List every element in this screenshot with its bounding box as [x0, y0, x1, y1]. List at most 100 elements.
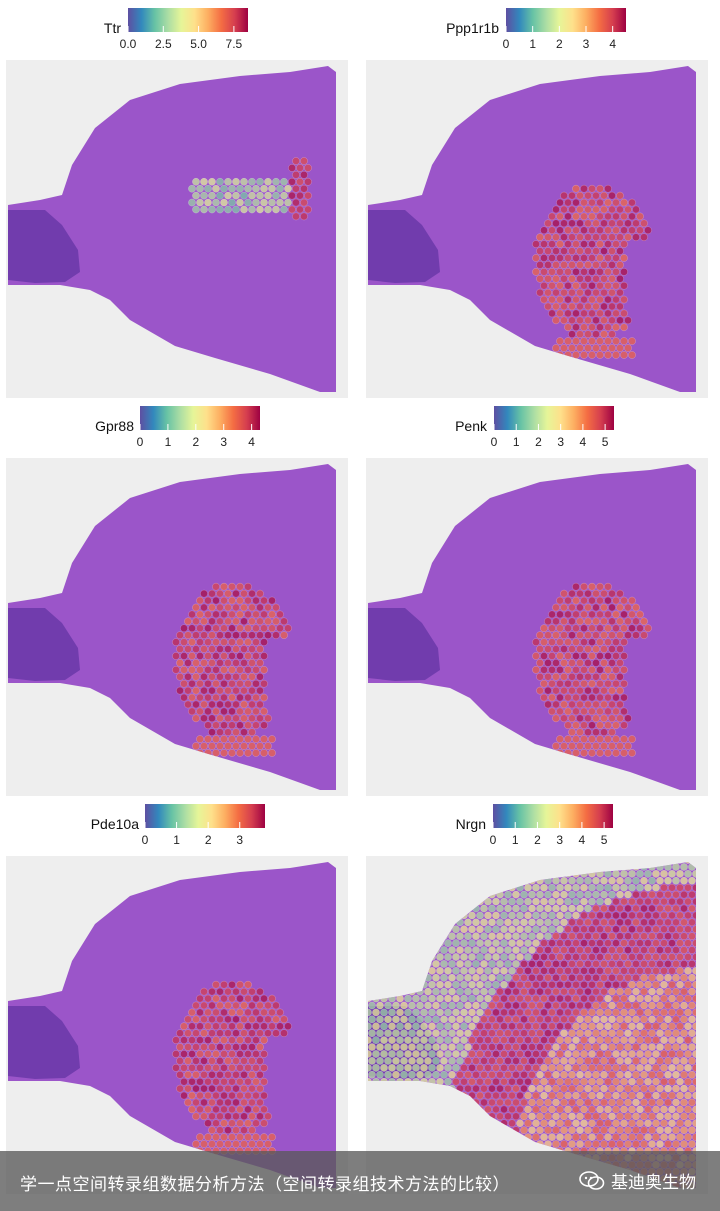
spot: [584, 987, 592, 996]
spot: [652, 1036, 660, 1044]
spot: [592, 672, 600, 681]
spot: [584, 1140, 592, 1148]
spot: [632, 932, 640, 941]
spot: [572, 226, 580, 235]
spot: [548, 610, 556, 619]
spot: [216, 603, 224, 612]
spot: [688, 1057, 696, 1065]
spot: [172, 1050, 180, 1058]
spot: [684, 939, 692, 947]
spot: [504, 1015, 512, 1024]
spot: [280, 177, 288, 186]
spot: [572, 1063, 580, 1072]
spot: [600, 960, 608, 968]
spot: [224, 1001, 232, 1010]
spot: [600, 288, 608, 297]
spot: [292, 198, 300, 207]
spot: [680, 1112, 688, 1121]
spot: [576, 205, 584, 214]
spot: [452, 1050, 460, 1058]
spot: [536, 1001, 544, 1010]
spot: [568, 742, 576, 750]
spot: [568, 274, 576, 283]
spot: [536, 1112, 544, 1121]
spot: [560, 890, 568, 899]
spot: [304, 164, 312, 172]
spot: [496, 1084, 504, 1093]
spot: [276, 184, 284, 193]
spot: [456, 1043, 464, 1051]
spot: [620, 1063, 628, 1072]
spot: [556, 638, 564, 646]
spot: [584, 890, 592, 899]
spot: [252, 1077, 260, 1086]
spot: [228, 679, 236, 688]
spot: [620, 749, 628, 757]
spot: [480, 987, 488, 996]
spot: [456, 946, 464, 954]
spot: [580, 184, 588, 193]
spot: [676, 1063, 684, 1072]
spot: [688, 1001, 696, 1010]
spot: [444, 1008, 452, 1017]
spot: [608, 1070, 616, 1079]
spot: [224, 686, 232, 695]
spot: [208, 700, 216, 709]
spot: [624, 1029, 632, 1038]
spot: [596, 883, 604, 892]
spot: [620, 281, 628, 290]
spot: [540, 1119, 548, 1128]
spot: [248, 1070, 256, 1079]
spot: [480, 1084, 488, 1093]
spot: [380, 1036, 388, 1044]
spot: [584, 918, 592, 927]
spot: [648, 1043, 656, 1051]
spot: [536, 1057, 544, 1065]
spot: [216, 617, 224, 626]
colorbar-tick-label: 1: [173, 833, 180, 847]
spot: [608, 672, 616, 681]
spot: [536, 1043, 544, 1051]
spot: [588, 1036, 596, 1044]
spot: [568, 645, 576, 653]
spot: [572, 240, 580, 248]
spot: [580, 582, 588, 591]
spot: [252, 749, 260, 757]
spot: [688, 918, 696, 927]
spot: [584, 1098, 592, 1107]
spot: [180, 652, 188, 660]
spot: [600, 700, 608, 709]
spot: [624, 918, 632, 927]
spot: [200, 742, 208, 750]
spot: [612, 679, 620, 688]
spot: [684, 883, 692, 892]
spot: [544, 686, 552, 695]
spot: [232, 1126, 240, 1135]
spot: [268, 735, 276, 743]
spot: [616, 1029, 624, 1038]
spot: [528, 1112, 536, 1121]
spot: [228, 749, 236, 757]
spot: [280, 617, 288, 626]
spot: [176, 631, 184, 640]
spot: [540, 240, 548, 248]
spot: [600, 1043, 608, 1051]
spot: [224, 631, 232, 640]
spot: [500, 980, 508, 989]
spot: [600, 672, 608, 681]
spot: [596, 707, 604, 716]
spot: [560, 946, 568, 954]
spot: [616, 274, 624, 283]
spot: [584, 330, 592, 339]
spot: [460, 966, 468, 975]
spot: [224, 1140, 232, 1148]
spot: [472, 960, 480, 968]
spot: [596, 1022, 604, 1031]
spot: [540, 624, 548, 633]
spot: [588, 226, 596, 235]
spot: [252, 198, 260, 207]
spot: [620, 994, 628, 1003]
spot: [620, 351, 628, 359]
spot: [612, 638, 620, 646]
